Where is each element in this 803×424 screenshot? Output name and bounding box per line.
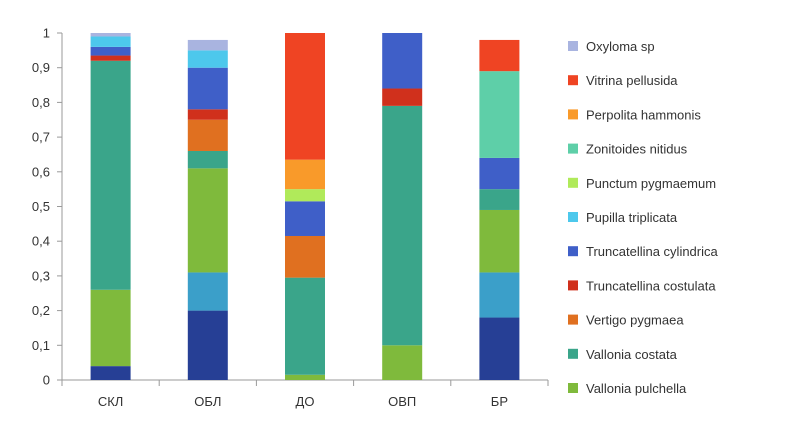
bar-segment-series-3 bbox=[382, 88, 423, 106]
legend-label: Pupilla triplicata bbox=[586, 210, 678, 225]
x-category-label: ОБЛ bbox=[194, 394, 221, 409]
legend-label: Vitrina pellusida bbox=[586, 73, 678, 88]
y-tick-label: 0,6 bbox=[32, 164, 50, 179]
bar-segment-series-1 bbox=[382, 105, 423, 346]
bar-segment-series-4 bbox=[90, 46, 131, 56]
bar-segment-series-10 bbox=[187, 39, 228, 51]
bar-segment-base-0 bbox=[90, 366, 131, 380]
x-category-label: ОВП bbox=[388, 394, 416, 409]
y-tick-label: 1 bbox=[43, 26, 50, 41]
bar-segment-base-0 bbox=[187, 310, 228, 380]
bar-segment-series-1 bbox=[187, 150, 228, 169]
legend-label: Zonitoides nitidus bbox=[586, 142, 688, 157]
legend-swatch bbox=[568, 143, 578, 154]
bar-segment-series-3 bbox=[90, 55, 131, 61]
axes: 0 0,1 0,2 0,3 0,4 0,5 0,6 0,7 0,8 0,9 1 СКЛ ОБЛ ДО ОВП… bbox=[32, 26, 549, 409]
legend-swatch bbox=[568, 348, 578, 359]
legend-label: Perpolita hammonis bbox=[586, 107, 701, 122]
y-tick-label: 0,2 bbox=[32, 303, 50, 318]
legend-label: Vallonia pulchella bbox=[586, 381, 687, 396]
legend-label: Punctum pygmaemum bbox=[586, 176, 716, 191]
y-tick-label: 0,3 bbox=[32, 268, 50, 283]
y-tick-label: 0,5 bbox=[32, 199, 50, 214]
y-tick-label: 0,1 bbox=[32, 338, 50, 353]
bar-segment-series-2 bbox=[285, 235, 325, 278]
bar-segment-series-1 bbox=[285, 277, 325, 375]
y-tick-label: 0 bbox=[43, 373, 50, 388]
y-tick-label: 0,9 bbox=[32, 60, 50, 75]
y-tick-label: 0,7 bbox=[32, 130, 50, 145]
bar-segment-series-0 bbox=[285, 374, 325, 380]
legend-swatch bbox=[568, 246, 578, 257]
bar-segment-series-9 bbox=[285, 33, 325, 160]
legend-swatch bbox=[568, 177, 578, 188]
x-category-label: БР bbox=[491, 394, 508, 409]
bar-segment-series-0 bbox=[479, 209, 520, 273]
bar-segment-series-0 bbox=[187, 168, 228, 273]
x-category-label: СКЛ bbox=[98, 394, 124, 409]
legend-swatch bbox=[568, 280, 578, 291]
bar-segment-series-4 bbox=[187, 67, 228, 110]
bar-segment-series-5 bbox=[187, 50, 228, 68]
legend-swatch bbox=[568, 314, 578, 325]
legend-swatch bbox=[568, 75, 578, 86]
y-tick-label: 0,8 bbox=[32, 95, 50, 110]
legend-label: Oxyloma sp bbox=[586, 39, 655, 54]
bar-segment-series-4 bbox=[479, 157, 520, 190]
bar-segment-series-0 bbox=[90, 289, 131, 367]
bar-segment-base-1 bbox=[479, 272, 520, 318]
bar-segment-series-1 bbox=[90, 60, 131, 290]
bar-segment-series-4 bbox=[382, 33, 423, 89]
bar-segment-series-3 bbox=[187, 109, 228, 120]
legend-swatch bbox=[568, 383, 578, 393]
bar-segment-series-5 bbox=[90, 36, 131, 47]
bar-segment-series-8 bbox=[285, 159, 325, 190]
legend: Oxyloma sp Vitrina pellusida Perpolita ham… bbox=[568, 39, 719, 396]
bar-segment-base-0 bbox=[479, 317, 520, 380]
bar-segment-series-9 bbox=[479, 39, 520, 72]
bar-segment-series-2 bbox=[187, 119, 228, 151]
legend-label: Vallonia costata bbox=[586, 347, 678, 362]
legend-label: Truncatellina costulata bbox=[586, 278, 716, 293]
legend-swatch bbox=[568, 109, 578, 120]
legend-label: Vertigo pygmaea bbox=[586, 313, 684, 328]
y-tick-label: 0,4 bbox=[32, 234, 50, 249]
bar-segment-series-7 bbox=[479, 71, 520, 158]
bar-segment-base-1 bbox=[187, 272, 228, 311]
legend-label: Truncatellina cylindrica bbox=[586, 244, 719, 259]
bar-segment-series-4 bbox=[285, 201, 325, 236]
bar-segment-series-10 bbox=[90, 33, 131, 37]
bar-segment-series-6 bbox=[285, 189, 325, 202]
legend-swatch bbox=[568, 212, 578, 222]
bar-segment-series-0 bbox=[382, 345, 423, 380]
x-category-label: ДО bbox=[296, 394, 315, 409]
legend-swatch bbox=[568, 41, 578, 51]
bar-segment-series-1 bbox=[479, 189, 520, 210]
bars bbox=[90, 33, 520, 380]
